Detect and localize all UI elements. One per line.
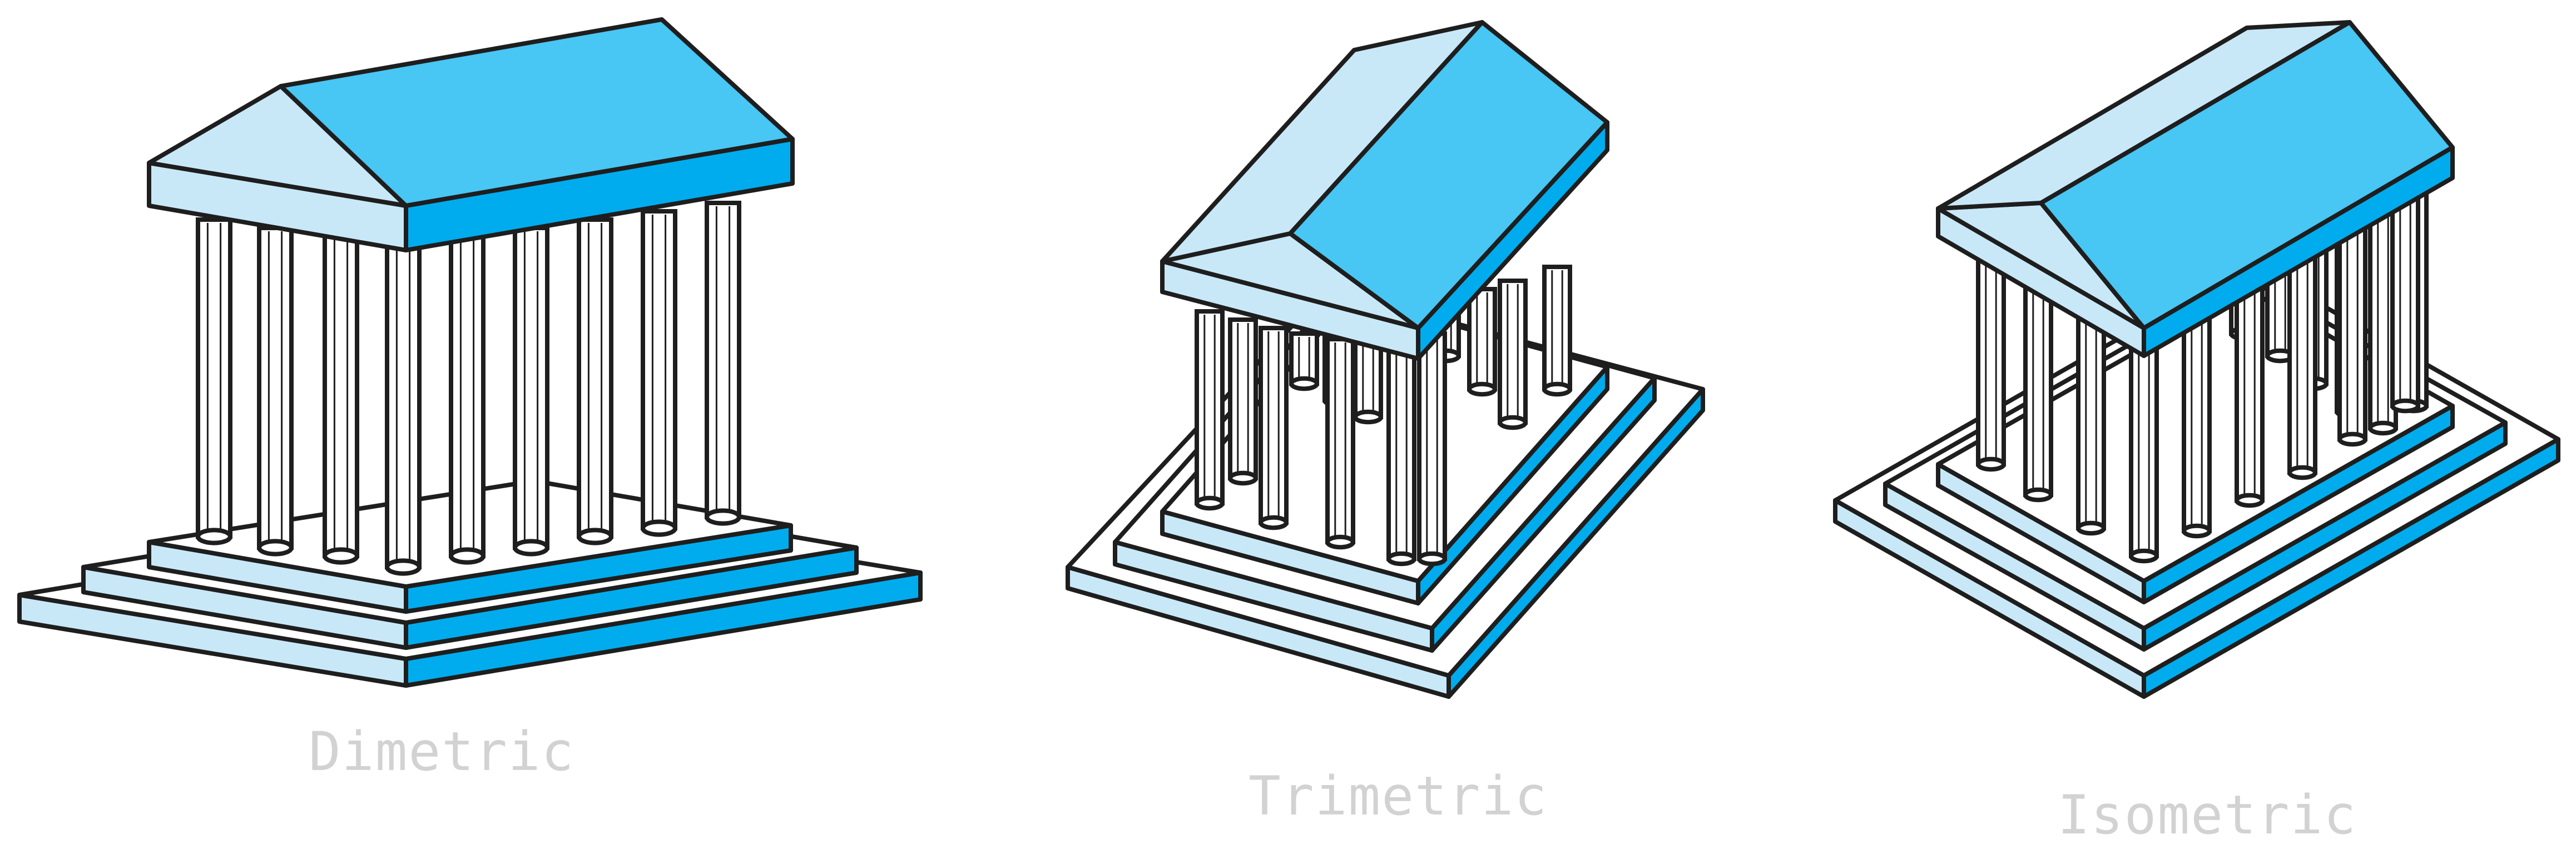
trimetric-column [1542,265,1572,397]
trimetric-column [1498,279,1528,430]
isometric-column [2023,279,2053,503]
dimetric-column [641,209,677,537]
isometric-roof-slope [2039,20,2455,330]
isometric-label: Isometric [2058,784,2357,846]
isometric-column [2287,248,2317,480]
dimetric-label: Dimetric [309,721,575,783]
isometric-column [2129,342,2159,564]
dimetric-column [385,242,422,576]
isometric-column [1976,254,2006,472]
dimetric-column [705,201,741,526]
trimetric-label: Trimetric [1249,765,1548,827]
dimetric-column [323,234,359,565]
dimetric-roof-slope [279,17,795,208]
isometric-column [2390,192,2420,414]
dimetric-temple [17,17,923,688]
dimetric-column [513,226,549,557]
trimetric-column [1417,331,1447,567]
dimetric-roof [147,17,795,252]
isometric-roof [1936,20,2455,358]
isometric-column [2182,309,2212,539]
dimetric-colonnade [196,201,741,576]
trimetric-colonnade [1195,265,1572,567]
trimetric-column [1325,337,1355,550]
isometric-column [2076,309,2106,536]
trimetric-roof-slope [1288,20,1609,330]
trimetric-column [1228,317,1258,486]
trimetric-column [1386,348,1416,567]
trimetric-column [1467,287,1497,397]
dimetric-column [196,217,232,545]
isometric-column [2235,279,2265,508]
dimetric-column [257,226,294,557]
trimetric-column [1195,309,1225,511]
isometric-temple [1833,20,2560,699]
trimetric-column [1289,331,1319,391]
dimetric-column [449,234,486,565]
trimetric-temple [1066,20,1705,699]
trimetric-roof [1160,20,1609,361]
dimetric-column [577,217,613,545]
isometric-column [2337,220,2367,447]
trimetric-column [1259,326,1289,530]
